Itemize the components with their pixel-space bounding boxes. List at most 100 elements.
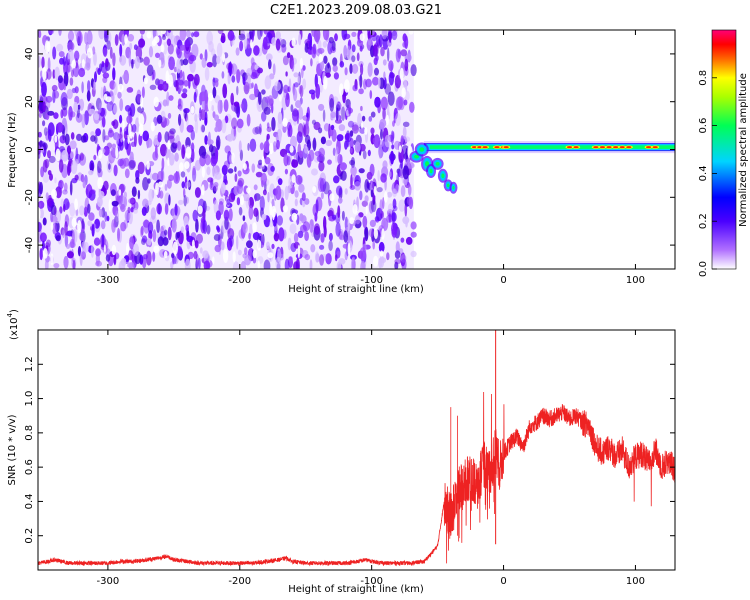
noise-blob [298, 183, 305, 193]
noise-blob [127, 206, 131, 214]
noise-blob [319, 254, 325, 266]
noise-blob [195, 218, 199, 233]
noise-blob [264, 96, 271, 104]
noise-gap [155, 182, 159, 196]
noise-blob [395, 241, 400, 253]
noise-blob [220, 182, 226, 195]
noise-gap [138, 123, 144, 137]
noise-blob [332, 64, 338, 72]
noise-blob [215, 148, 219, 160]
noise-blob [288, 78, 292, 93]
noise-blob [311, 30, 317, 37]
noise-blob [132, 123, 137, 133]
signal-hotspot [566, 146, 573, 149]
noise-blob [349, 147, 353, 154]
noise-blob [367, 30, 371, 41]
noise-blob [64, 182, 68, 192]
noise-blob [204, 67, 210, 81]
noise-gap [242, 163, 247, 171]
noise-blob [88, 108, 96, 115]
noise-blob [177, 98, 182, 107]
noise-blob [93, 80, 96, 91]
noise-blob [233, 101, 240, 107]
signal-hotspot [599, 146, 606, 149]
noise-blob [356, 52, 360, 62]
noise-blob [66, 145, 72, 155]
noise-gap [129, 131, 133, 139]
noise-blob [217, 30, 224, 35]
noise-blob [285, 71, 288, 77]
noise-blob [401, 258, 407, 269]
noise-blob [67, 30, 75, 42]
noise-blob [145, 250, 152, 266]
noise-blob [367, 149, 371, 157]
noise-blob [336, 261, 342, 269]
noise-blob [409, 101, 415, 113]
snr-ticks: -300 -200 -100 0 100 0.2 0.4 0.6 0.8 1.0 1.2 [24, 330, 675, 587]
noise-blob [237, 170, 242, 177]
noise-blob [304, 198, 310, 205]
noise-blob [232, 261, 240, 269]
noise-blob [275, 256, 282, 269]
noise-gap [269, 142, 274, 155]
noise-blob [101, 116, 106, 128]
noise-blob [386, 252, 390, 261]
noise-blob [129, 103, 136, 117]
noise-blob [329, 98, 335, 112]
noise-blob [308, 89, 316, 95]
noise-blob [119, 141, 124, 151]
noise-blob [186, 196, 189, 204]
noise-blob [302, 78, 307, 90]
noise-gap [257, 260, 260, 269]
noise-blob [265, 241, 270, 249]
noise-blob [66, 230, 74, 237]
noise-blob [294, 198, 298, 207]
noise-blob [138, 133, 143, 146]
noise-blob [204, 49, 208, 62]
noise-blob [360, 63, 364, 76]
noise-blob [410, 231, 417, 238]
x-tick-label: 100 [626, 275, 645, 286]
noise-blob [39, 232, 47, 243]
noise-blob [53, 90, 60, 99]
noise-blob [391, 30, 398, 41]
noise-blob [400, 159, 403, 169]
noise-blob [193, 250, 198, 260]
noise-blob [111, 200, 119, 207]
noise-blob [60, 109, 64, 119]
noise-blob [255, 171, 263, 178]
noise-blob [81, 81, 84, 94]
noise-blob [231, 117, 238, 130]
y-tick-label: 0.4 [24, 493, 35, 509]
noise-blob [362, 150, 367, 160]
noise-blob [181, 144, 186, 159]
noise-blob [374, 216, 380, 222]
noise-blob [318, 103, 325, 111]
noise-blob [286, 52, 291, 59]
noise-blob [176, 58, 182, 74]
colorbar-gradient [711, 29, 737, 270]
noise-blob [239, 40, 244, 52]
noise-blob [315, 199, 319, 213]
noise-blob [320, 136, 326, 145]
noise-blob [236, 235, 239, 250]
noise-blob [354, 141, 361, 153]
signal-scatter-core [441, 173, 445, 179]
colorbar-tick-label: 0.2 [698, 213, 709, 229]
noise-blob [59, 206, 63, 214]
y-tick-label: -40 [24, 237, 35, 253]
noise-blob [331, 214, 337, 220]
noise-blob [252, 256, 257, 264]
noise-gap [349, 217, 355, 225]
noise-blob [128, 198, 135, 204]
x-tick-label: -100 [360, 576, 383, 587]
noise-blob [340, 170, 347, 181]
noise-blob [223, 99, 229, 112]
noise-blob [141, 86, 145, 99]
noise-blob [370, 111, 376, 118]
noise-gap [360, 122, 364, 129]
noise-blob [271, 37, 276, 46]
noise-blob [180, 171, 186, 178]
noise-blob [388, 31, 392, 44]
noise-blob [53, 112, 59, 119]
